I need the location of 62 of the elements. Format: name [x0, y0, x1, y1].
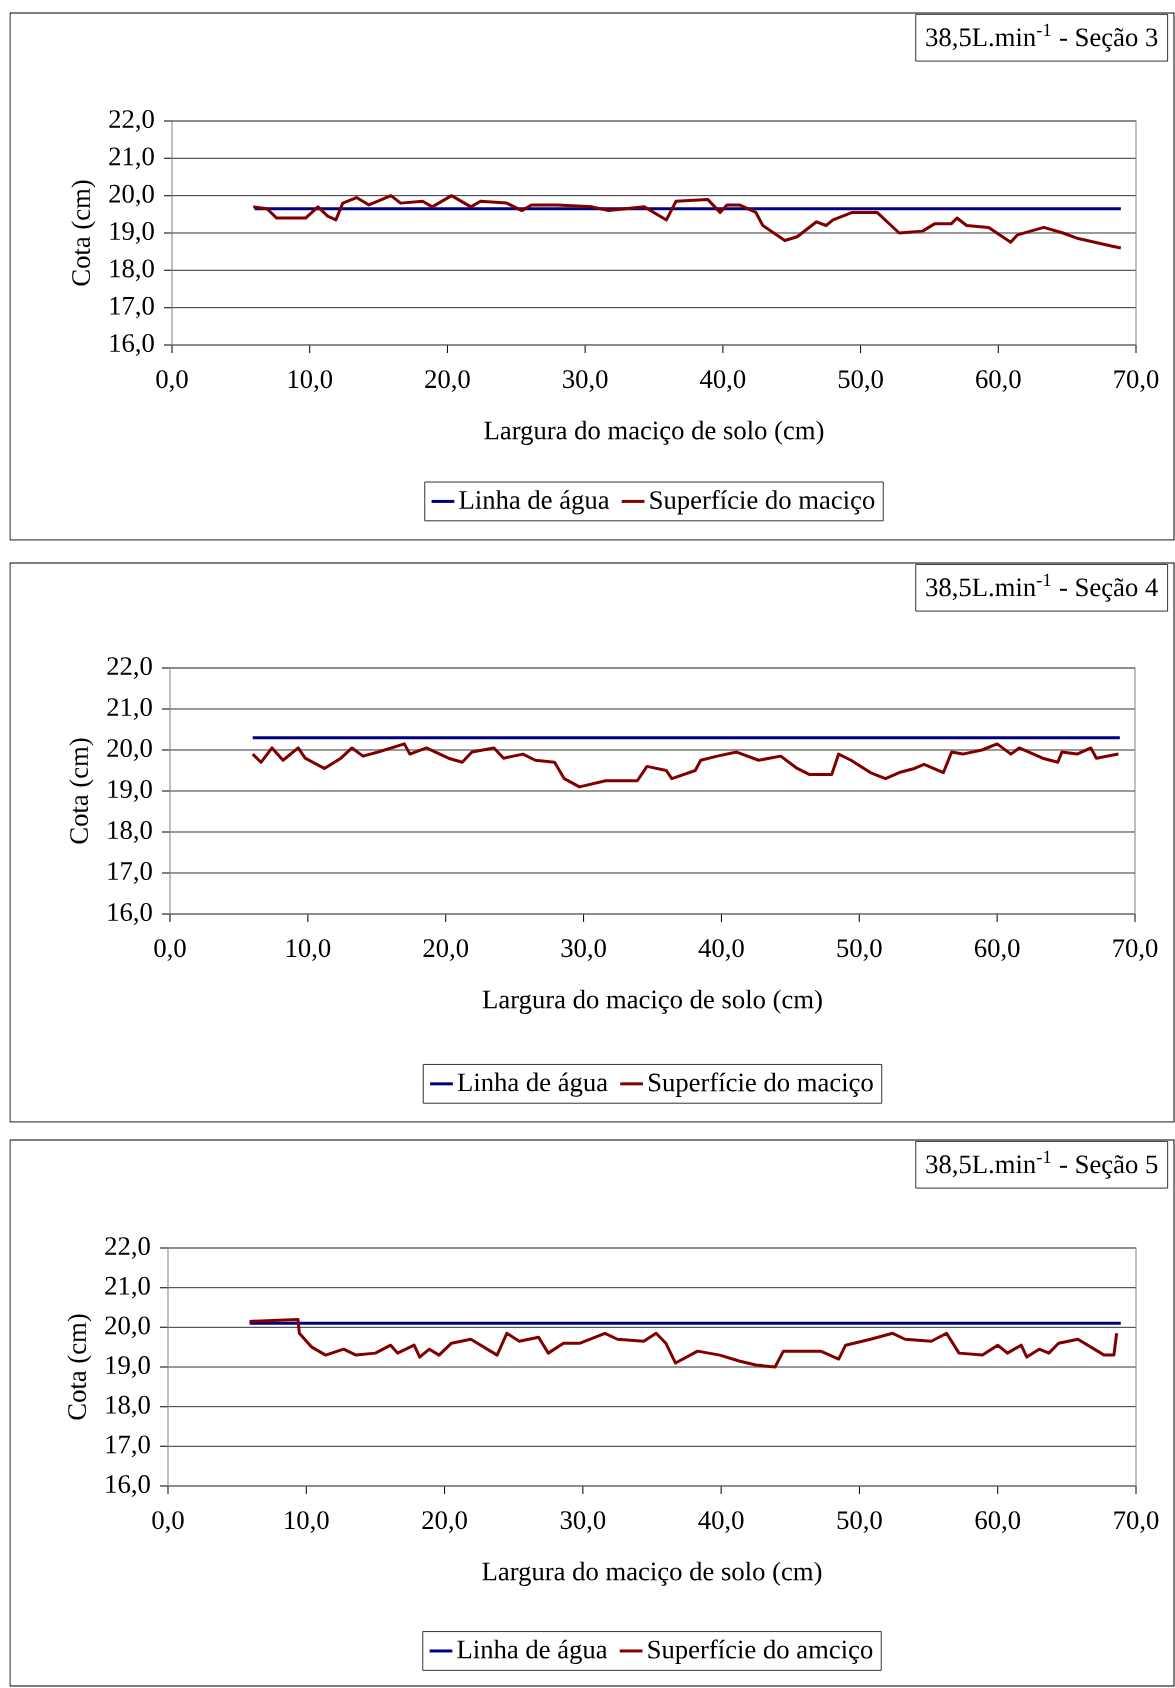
x-axis-title: Largura do maciço de solo (cm) [482, 989, 822, 1014]
chart-title: 38,5L.min$^{-1}$ - Seção 3 [926, 23, 1158, 52]
y-tick-label: 18,0 [110, 259, 154, 282]
y-axis-title: Cota (cm) [67, 1314, 92, 1420]
x-tick-label: 40,0 [698, 1511, 744, 1533]
y-tick-label: 18,0 [108, 821, 152, 843]
x-tick-label: 20,0 [425, 370, 470, 392]
x-tick-label: 0,0 [156, 370, 188, 392]
y-tick-label: 21,0 [107, 698, 152, 720]
legend-label: Superfície do maciço [648, 1072, 873, 1097]
x-tick-label: 40,0 [698, 939, 744, 961]
y-tick-label: 22,0 [105, 1237, 150, 1259]
x-tick-label: 60,0 [975, 1511, 1021, 1533]
x-tick-label: 30,0 [560, 1511, 606, 1533]
x-tick-label: 60,0 [976, 370, 1021, 392]
y-tick-label: 19,0 [108, 780, 152, 802]
y-tick-label: 16,0 [110, 334, 154, 356]
x-tick-label: 70,0 [1113, 939, 1158, 961]
x-tick-label: 0,0 [154, 939, 186, 961]
x-tick-label: 50,0 [837, 939, 882, 961]
x-tick-label: 10,0 [288, 370, 333, 392]
y-tick-label: 20,0 [107, 739, 152, 761]
x-tick-label: 30,0 [561, 939, 606, 961]
y-tick-label: 20,0 [109, 184, 154, 207]
x-tick-label: 70,0 [1114, 370, 1159, 392]
legend-label: Superfície do amciço [648, 1639, 873, 1665]
y-axis-title: Cota (cm) [69, 738, 94, 844]
x-tick-label: 40,0 [700, 370, 746, 392]
x-tick-label: 70,0 [1114, 1511, 1159, 1533]
y-tick-label: 22,0 [107, 657, 152, 679]
chart-title: 38,5L.min$^{-1}$ - Seção 5 [926, 1150, 1158, 1179]
y-tick-label: 17,0 [106, 1435, 150, 1458]
legend-label: Linha de água [459, 490, 610, 515]
x-tick-label: 60,0 [974, 939, 1020, 961]
x-tick-label: 10,0 [286, 939, 331, 961]
y-tick-label: 16,0 [108, 903, 152, 925]
y-tick-label: 16,0 [106, 1475, 150, 1497]
y-tick-label: 18,0 [106, 1395, 150, 1418]
x-tick-label: 0,0 [152, 1511, 184, 1533]
legend-label: Superfície do maciço [650, 490, 875, 515]
line-series [251, 194, 1123, 250]
x-tick-label: 10,0 [285, 1511, 329, 1533]
y-tick-label: 20,0 [105, 1316, 150, 1339]
x-tick-label: 50,0 [838, 370, 883, 392]
chart-title: 38,5L.min$^{-1}$ - Seção 4 [926, 573, 1158, 602]
x-tick-label: 20,0 [423, 939, 469, 961]
x-tick-label: 20,0 [422, 1511, 467, 1533]
y-tick-label: 17,0 [108, 862, 152, 884]
legend-label: Linha de água [457, 1072, 608, 1097]
x-axis-title: Largura do maciço de solo (cm) [482, 1561, 822, 1586]
y-tick-label: 19,0 [110, 222, 154, 244]
x-tick-label: 30,0 [563, 370, 608, 392]
x-tick-label: 50,0 [837, 1511, 882, 1533]
y-axis-title: Cota (cm) [71, 180, 96, 286]
line-series [251, 742, 1120, 789]
y-tick-label: 17,0 [110, 296, 154, 319]
y-tick-label: 21,0 [105, 1276, 150, 1299]
y-tick-label: 22,0 [109, 110, 154, 132]
x-axis-title: Largura do maciço de solo (cm) [484, 420, 824, 445]
y-tick-label: 21,0 [109, 147, 154, 170]
y-tick-label: 19,0 [106, 1356, 150, 1378]
legend-label: Linha de água [457, 1639, 608, 1664]
